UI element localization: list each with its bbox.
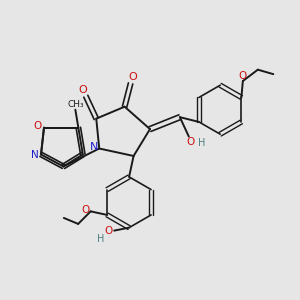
Text: O: O xyxy=(186,137,194,147)
Text: O: O xyxy=(105,226,113,236)
Text: O: O xyxy=(33,121,41,131)
Text: N: N xyxy=(90,142,98,152)
Text: O: O xyxy=(78,85,87,95)
Text: O: O xyxy=(239,70,247,81)
Text: H: H xyxy=(97,234,104,244)
Text: O: O xyxy=(81,205,89,215)
Text: CH₃: CH₃ xyxy=(67,100,84,109)
Text: H: H xyxy=(198,138,205,148)
Text: O: O xyxy=(129,72,137,82)
Text: N: N xyxy=(31,150,38,160)
